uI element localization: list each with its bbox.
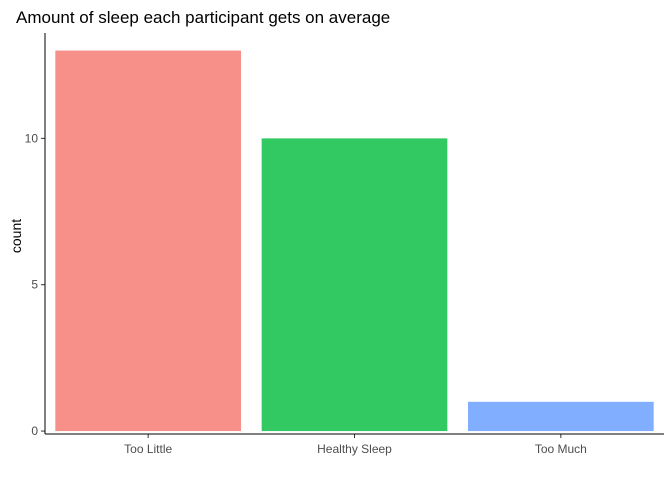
x-tick-label: Too Much	[535, 442, 587, 456]
x-axis-ticks: Too Little Healthy Sleep Too Much	[124, 434, 587, 456]
y-tick-label: 5	[31, 278, 38, 292]
x-tick-label: Healthy Sleep	[317, 442, 392, 456]
x-tick-label: Too Little	[124, 442, 172, 456]
y-tick-label: 0	[31, 424, 38, 438]
bar-too-little	[55, 50, 242, 432]
chart-title: Amount of sleep each participant gets on…	[16, 8, 390, 27]
y-tick-label: 10	[25, 131, 39, 145]
bar-too-much	[467, 401, 654, 432]
y-axis-ticks: 0 5 10	[25, 131, 45, 438]
bars-group	[55, 50, 654, 432]
bar-healthy-sleep	[261, 138, 448, 432]
y-axis-title: count	[8, 219, 24, 253]
